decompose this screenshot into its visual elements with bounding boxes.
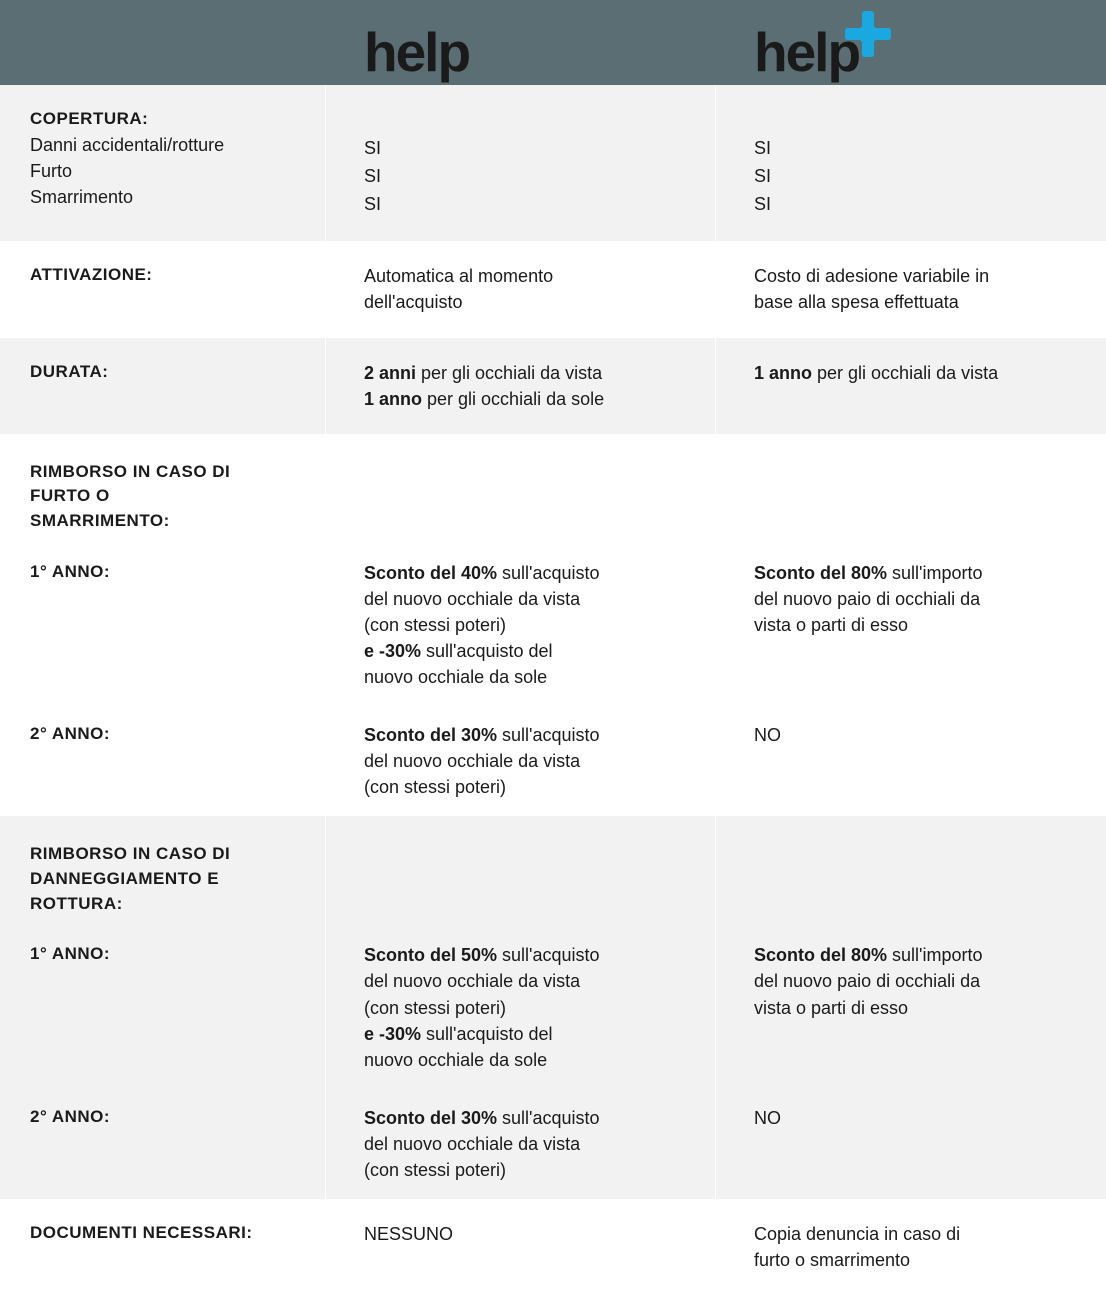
copertura-help-2: SI	[364, 163, 695, 189]
rd-y1-help-b1: Sconto del 50%	[364, 945, 497, 965]
rd-y1-plus-b: Sconto del 80%	[754, 945, 887, 965]
help-plus-logo: help	[754, 25, 859, 80]
rimborso-danno-y1-helpplus: Sconto del 80% sull'importo del nuovo pa…	[716, 926, 1016, 1088]
row-durata: DURATA: 2 anni per gli occhiali da vista…	[0, 338, 1106, 434]
row-rimborso-danno-y1: 1° ANNO: Sconto del 50% sull'acquisto de…	[0, 926, 1106, 1088]
help-logo-text: help	[364, 25, 469, 80]
copertura-sub-1: Danni accidentali/rotture	[30, 132, 305, 158]
durata-helpplus-t: per gli occhiali da vista	[812, 363, 998, 383]
durata-help: 2 anni per gli occhiali da vista 1 anno …	[326, 338, 715, 434]
row-documenti: DOCUMENTI NECESSARI: NESSUNO Copia denun…	[0, 1199, 1106, 1295]
rimborso-danno-y1-help: Sconto del 50% sull'acquisto del nuovo o…	[326, 926, 626, 1088]
copertura-sublabels: Danni accidentali/rotture Furto Smarrime…	[30, 132, 305, 210]
rimborso-furto-y1-label: 1° ANNO:	[0, 544, 325, 706]
durata-label: DURATA:	[0, 338, 325, 434]
documenti-label: DOCUMENTI NECESSARI:	[0, 1199, 325, 1295]
row-copertura: COPERTURA: Danni accidentali/rotture Fur…	[0, 85, 1106, 241]
row-rimborso-danno-y2: 2° ANNO: Sconto del 30% sull'acquisto de…	[0, 1089, 1106, 1199]
durata-help-t1: per gli occhiali da vista	[416, 363, 602, 383]
rimborso-furto-y1-helpplus: Sconto del 80% sull'importo del nuovo pa…	[716, 544, 1016, 706]
rd-y1-help-b2: e -30%	[364, 1024, 421, 1044]
rimborso-furto-y1-help: Sconto del 40% sull'acquisto del nuovo o…	[326, 544, 626, 706]
plus-icon	[845, 11, 891, 57]
copertura-helpplus-2: SI	[754, 163, 1086, 189]
help-plus-logo-text: help	[754, 25, 859, 80]
comparison-table: help help COPERTURA: Danni accidentali/r…	[0, 0, 1106, 1295]
header-help-cell: help	[326, 0, 715, 85]
table-header-row: help help	[0, 0, 1106, 85]
attivazione-help: Automatica al momento dell'acquisto	[326, 241, 606, 337]
row-rimborso-furto-y1: 1° ANNO: Sconto del 40% sull'acquisto de…	[0, 544, 1106, 706]
durata-helpplus: 1 anno per gli occhiali da vista	[716, 338, 1106, 434]
copertura-label: COPERTURA:	[30, 107, 305, 132]
copertura-sub-2: Furto	[30, 158, 305, 184]
copertura-help-3: SI	[364, 191, 695, 217]
rf-y2-help-b: Sconto del 30%	[364, 725, 497, 745]
rimborso-furto-y2-help: Sconto del 30% sull'acquisto del nuovo o…	[326, 706, 626, 816]
rimborso-danno-y1-label: 1° ANNO:	[0, 926, 325, 1088]
row-attivazione: ATTIVAZIONE: Automatica al momento dell'…	[0, 241, 1106, 337]
copertura-helpplus-cell: SI SI SI	[716, 85, 1106, 241]
copertura-label-cell: COPERTURA: Danni accidentali/rotture Fur…	[0, 85, 325, 241]
durata-helpplus-b: 1 anno	[754, 363, 812, 383]
rimborso-danno-y2-helpplus: NO	[716, 1089, 1106, 1199]
copertura-helpplus-1: SI	[754, 135, 1086, 161]
rimborso-furto-y2-label: 2° ANNO:	[0, 706, 325, 816]
header-help-plus-cell: help	[716, 0, 1106, 85]
attivazione-helpplus: Costo di adesione variabile in base alla…	[716, 241, 1036, 337]
rimborso-danno-label: RIMBORSO IN CASO DI DANNEGGIAMENTO E ROT…	[0, 816, 300, 926]
attivazione-label: ATTIVAZIONE:	[0, 241, 325, 337]
copertura-helpplus-3: SI	[754, 191, 1086, 217]
rf-y1-plus-b: Sconto del 80%	[754, 563, 887, 583]
row-rimborso-furto-header: RIMBORSO IN CASO DI FURTO O SMARRIMENTO:	[0, 434, 1106, 544]
rf-y1-help-b2: e -30%	[364, 641, 421, 661]
copertura-help-1: SI	[364, 135, 695, 161]
durata-help-b2: 1 anno	[364, 389, 422, 409]
durata-help-b1: 2 anni	[364, 363, 416, 383]
documenti-help: NESSUNO	[326, 1199, 715, 1295]
row-rimborso-danno-header: RIMBORSO IN CASO DI DANNEGGIAMENTO E ROT…	[0, 816, 1106, 926]
durata-help-t2: per gli occhiali da sole	[422, 389, 604, 409]
row-rimborso-furto-y2: 2° ANNO: Sconto del 30% sull'acquisto de…	[0, 706, 1106, 816]
rimborso-danno-y2-label: 2° ANNO:	[0, 1089, 325, 1199]
rimborso-furto-y2-helpplus: NO	[716, 706, 1106, 816]
help-logo: help	[364, 25, 469, 80]
documenti-helpplus: Copia denuncia in caso di furto o smarri…	[716, 1199, 996, 1295]
rf-y1-help-b1: Sconto del 40%	[364, 563, 497, 583]
rimborso-danno-y2-help: Sconto del 30% sull'acquisto del nuovo o…	[326, 1089, 626, 1199]
rimborso-furto-label: RIMBORSO IN CASO DI FURTO O SMARRIMENTO:	[0, 434, 260, 544]
rd-y2-help-b: Sconto del 30%	[364, 1108, 497, 1128]
copertura-help-cell: SI SI SI	[326, 85, 715, 241]
copertura-sub-3: Smarrimento	[30, 184, 305, 210]
